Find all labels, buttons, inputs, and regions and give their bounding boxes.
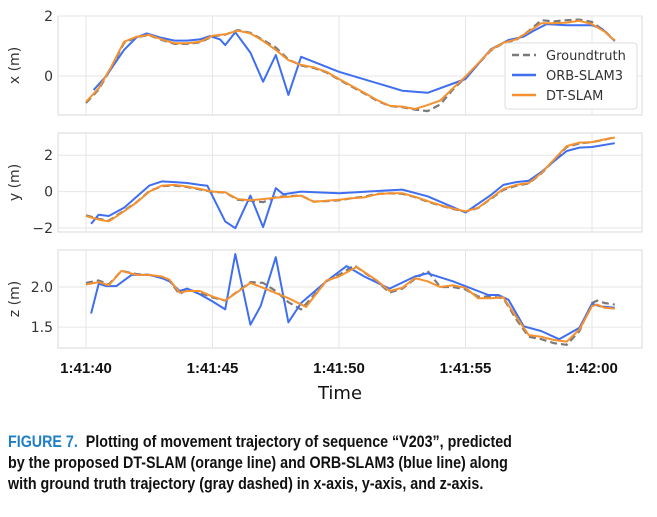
x-tick-label: 1:41:40 bbox=[60, 360, 112, 377]
legend-label: ORB-SLAM3 bbox=[546, 69, 623, 84]
trajectory-chart: 0 2 x (m) Groundtruth ORB-SLAM3 DT-SLAM −2 0 2 y … bbox=[7, 9, 643, 404]
plot-area bbox=[57, 132, 643, 233]
x-tick-label: 1:42:00 bbox=[566, 360, 618, 377]
caption-line-1: FIGURE 7. Plotting of movement trajector… bbox=[8, 432, 512, 452]
legend-box bbox=[504, 42, 638, 110]
series-line-orb-slam3 bbox=[90, 142, 615, 230]
panel-0: 0 2 x (m) Groundtruth ORB-SLAM3 DT-SLAM bbox=[7, 9, 643, 116]
series-line-orb-slam3 bbox=[90, 253, 615, 341]
y-tick-label: 2.0 bbox=[31, 280, 53, 296]
y-axis-label: z (m) bbox=[7, 281, 23, 317]
x-tick-label: 1:41:50 bbox=[313, 360, 365, 377]
series-line-dt-slam bbox=[85, 136, 615, 223]
panel-2: 1.5 2.0 z (m) 1:41:40 1:41:45 1:41:50 1:41:55 1… bbox=[7, 249, 643, 404]
legend-label: DT-SLAM bbox=[546, 89, 603, 104]
x-tick-label: 1:41:45 bbox=[187, 360, 239, 377]
caption-line-3: with ground truth trajectory (gray dashe… bbox=[8, 474, 484, 493]
y-tick-label: 0 bbox=[44, 185, 53, 201]
x-tick-label: 1:41:55 bbox=[440, 360, 492, 377]
series-line-orb-slam3 bbox=[92, 23, 616, 96]
series-line-dt-slam bbox=[85, 19, 616, 110]
y-tick-label: 1.5 bbox=[31, 320, 53, 336]
plot-area bbox=[57, 249, 643, 349]
y-tick-label: 2 bbox=[44, 148, 53, 164]
caption-line-2: by the proposed DT-SLAM (orange line) an… bbox=[8, 453, 508, 472]
y-axis-label: x (m) bbox=[7, 47, 23, 84]
y-tick-label: −2 bbox=[32, 221, 53, 237]
caption-text-1: Plotting of movement trajectory of seque… bbox=[85, 432, 512, 451]
legend-label: Groundtruth bbox=[546, 49, 626, 64]
y-axis-label: y (m) bbox=[7, 164, 23, 201]
y-tick-label: 2 bbox=[44, 9, 53, 25]
legend: Groundtruth ORB-SLAM3 DT-SLAM bbox=[504, 42, 638, 110]
figure-label: FIGURE 7. bbox=[8, 432, 78, 451]
y-tick-label: 0 bbox=[44, 69, 53, 85]
panel-1: −2 0 2 y (m) bbox=[7, 132, 643, 237]
x-axis-label: Time bbox=[317, 383, 362, 404]
series-line-dt-slam bbox=[85, 265, 615, 343]
